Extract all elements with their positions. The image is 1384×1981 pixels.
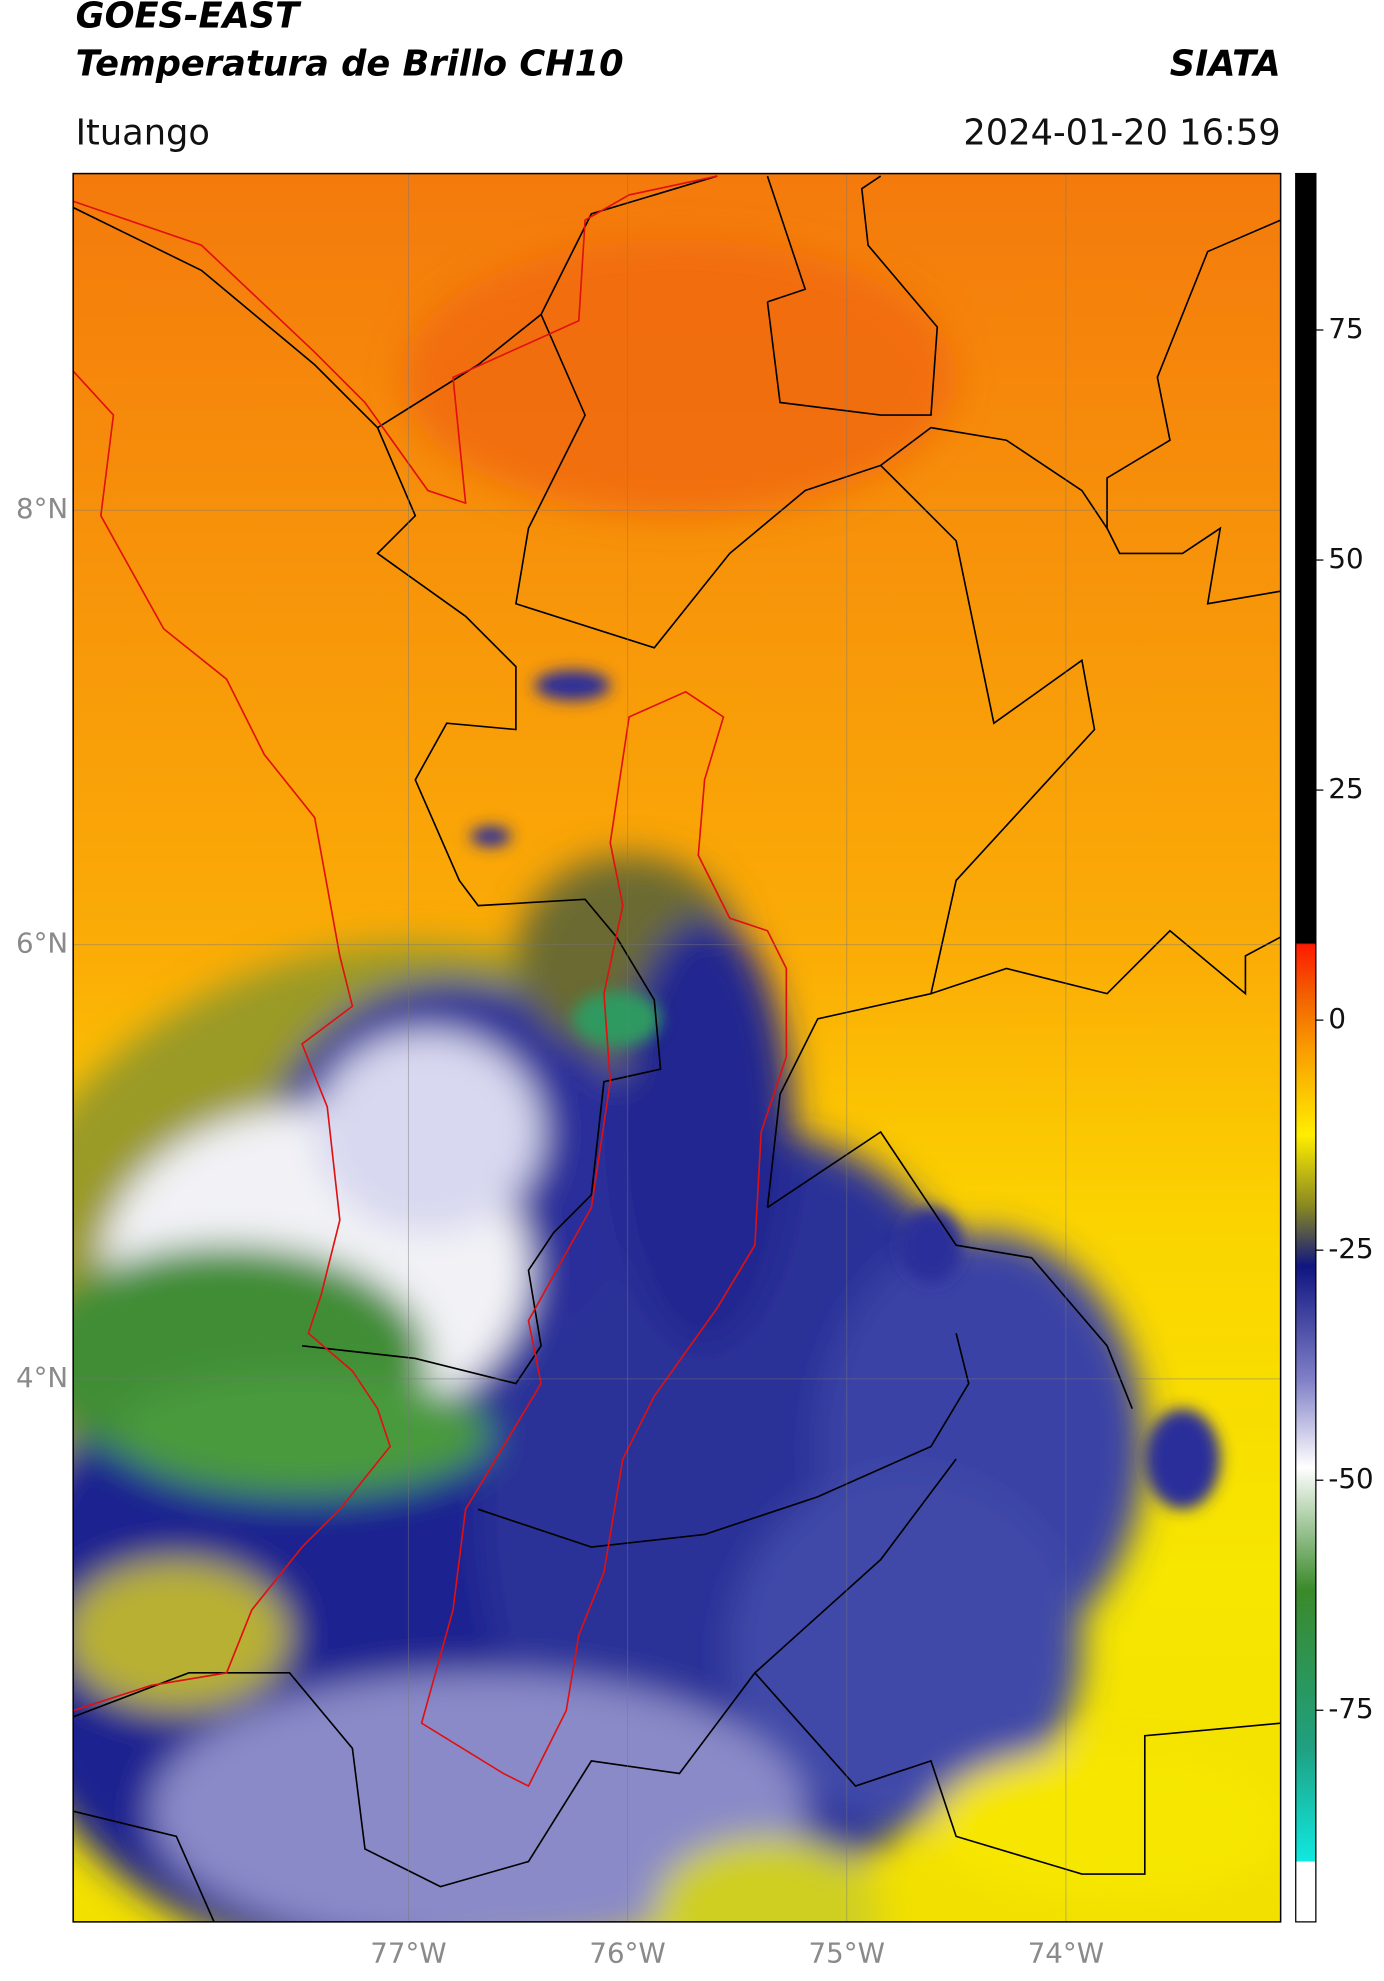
lon-tick-label: 74°W <box>1028 1937 1104 1970</box>
datetime: 2024-01-20 16:59 <box>963 113 1280 154</box>
lat-tick-label: 8°N <box>16 492 68 525</box>
title: GOES-EAST <box>76 0 302 37</box>
lon-tick-label: 77°W <box>370 1937 446 1970</box>
location: Ituango <box>76 113 210 154</box>
colorbar-tick-label: -50 <box>1328 1462 1373 1495</box>
lat-tick-label: 6°N <box>16 927 68 960</box>
brand: SIATA <box>1170 43 1281 84</box>
map-frame <box>72 172 1282 1923</box>
colorbar-tick-label: 25 <box>1328 772 1363 805</box>
grid <box>73 173 1281 1922</box>
borders <box>73 175 1281 1922</box>
colorbar <box>1295 172 1317 1923</box>
lat-tick-label: 4°N <box>16 1361 68 1394</box>
cloud-detail <box>470 670 1221 1510</box>
subtitle: Temperatura de Brillo CH10 <box>76 43 624 84</box>
cloud-field <box>73 238 1281 1922</box>
colorbar-tick-label: -75 <box>1328 1692 1373 1725</box>
colorbar-tick-label: -25 <box>1328 1232 1373 1265</box>
map-image <box>73 173 1281 1922</box>
colorbar-tick-label: 50 <box>1328 542 1363 575</box>
lon-tick-label: 75°W <box>809 1937 885 1970</box>
colorbar-tick-label: 0 <box>1328 1002 1346 1035</box>
lon-tick-label: 76°W <box>589 1937 665 1970</box>
colorbar-tick-label: 75 <box>1328 312 1363 345</box>
